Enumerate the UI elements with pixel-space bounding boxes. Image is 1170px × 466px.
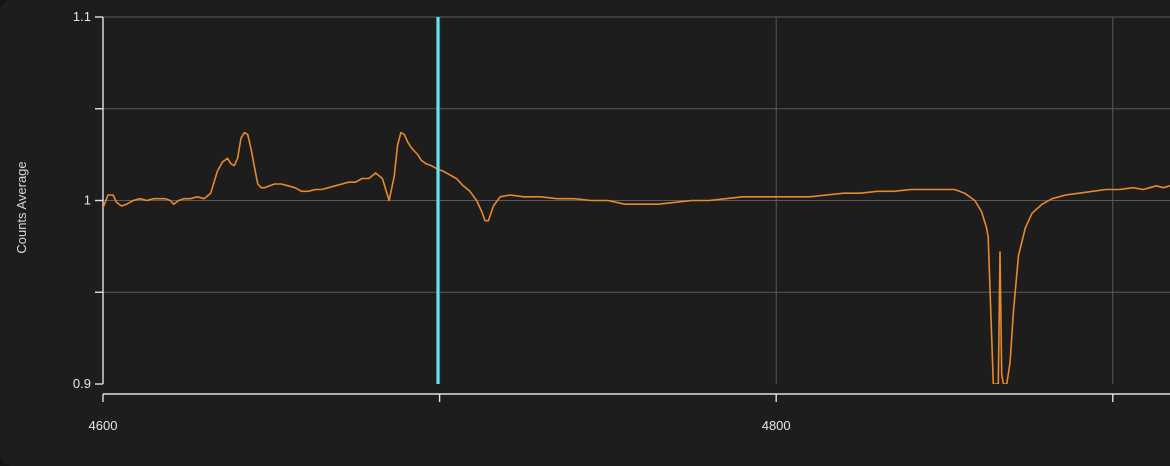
y-tick-label: 1 — [84, 193, 91, 208]
x-tick-label: 4800 — [762, 418, 791, 433]
series-line — [103, 131, 1170, 384]
x-tick-label: 4600 — [89, 418, 118, 433]
y-tick-label: 0.9 — [73, 376, 91, 391]
y-tick-label: 1.1 — [73, 9, 91, 24]
y-axis-title: Counts Average — [14, 161, 29, 253]
